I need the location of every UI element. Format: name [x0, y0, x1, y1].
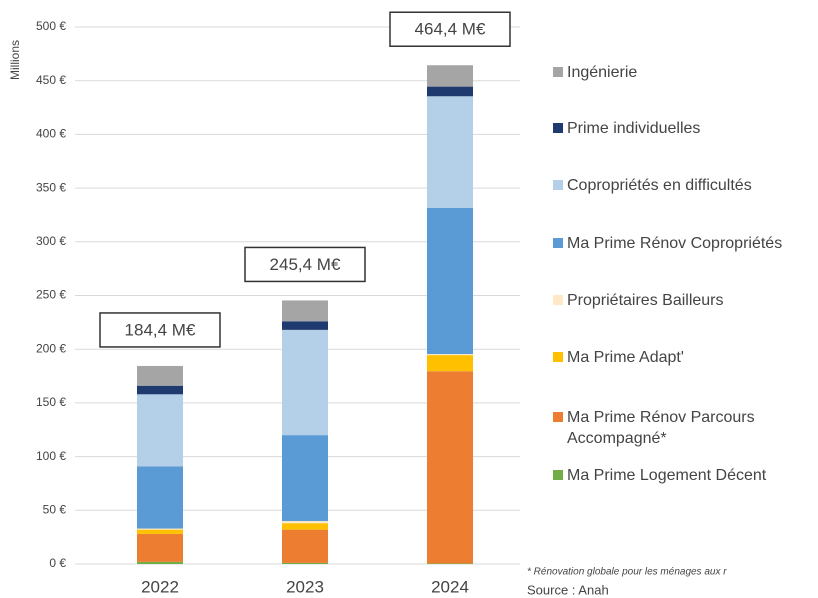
y-tick-label: 250 € — [36, 288, 66, 302]
legend-label: Copropriétés en difficultés — [567, 177, 752, 194]
legend-item: Ingénierie — [553, 62, 815, 83]
bar-segment — [282, 321, 328, 330]
legend-label: Propriétaires Bailleurs — [567, 292, 724, 309]
bar-segment — [137, 365, 183, 386]
legend-swatch — [553, 352, 563, 362]
bar-segment — [427, 65, 473, 87]
bar-segment — [282, 562, 328, 564]
total-box — [244, 246, 366, 283]
total-label: 184,4 M€ — [125, 320, 196, 339]
x-tick-label: 2023 — [286, 577, 324, 596]
y-tick-label: 400 € — [36, 127, 66, 141]
legend-swatch — [553, 470, 563, 480]
y-axis-label: Millions — [8, 40, 22, 80]
bar-segment — [137, 394, 183, 467]
bar-segment — [427, 207, 473, 355]
bar-segment — [427, 563, 473, 564]
bar-segment — [282, 329, 328, 436]
legend-item: Copropriétés en difficultés — [553, 175, 815, 196]
bar-segment — [137, 533, 183, 562]
legend-label: Prime individuelles — [567, 120, 701, 137]
bar-segment — [427, 86, 473, 97]
legend-swatch — [553, 180, 563, 190]
source: Source : Anah — [527, 582, 609, 597]
legend-item: Prime individuelles — [553, 118, 815, 139]
y-tick-label: 50 € — [43, 502, 67, 516]
y-tick-label: 300 € — [36, 234, 66, 248]
y-tick-label: 0 € — [49, 556, 66, 570]
bar-segment — [137, 561, 183, 564]
bar-segment — [282, 435, 328, 522]
legend-swatch — [553, 238, 563, 248]
legend-swatch — [553, 295, 563, 305]
legend-item: Propriétaires Bailleurs — [553, 290, 815, 311]
x-tick-label: 2022 — [141, 577, 179, 596]
legend-label: Ma Prime Rénov Copropriétés — [567, 235, 783, 252]
legend-label: Ma Prime Logement Décent — [567, 467, 767, 484]
bar-segment — [137, 466, 183, 529]
bar-segment — [282, 529, 328, 563]
legend-swatch — [553, 123, 563, 133]
x-tick-label: 2024 — [431, 577, 469, 596]
legend-swatch — [553, 67, 563, 77]
bar-segment — [137, 529, 183, 534]
footnote: * Rénovation globale pour les ménages au… — [527, 567, 727, 578]
bar-segment — [427, 354, 473, 356]
total-label: 464,4 M€ — [415, 20, 486, 39]
total-label: 245,4 M€ — [270, 255, 341, 274]
bar-segment — [137, 385, 183, 395]
y-tick-label: 500 € — [36, 19, 66, 33]
y-tick-label: 200 € — [36, 341, 66, 355]
legend-item: Ma Prime Logement Décent — [553, 465, 815, 486]
bar-segment — [282, 521, 328, 524]
bar-segment — [282, 523, 328, 530]
total-box — [389, 11, 511, 47]
legend-label: Ma Prime Rénov Parcours Accompagné* — [567, 409, 755, 447]
legend-label: Ma Prime Adapt' — [567, 349, 684, 366]
legend-item: Ma Prime Rénov Copropriétés — [553, 233, 815, 254]
bar-segment — [137, 528, 183, 530]
legend-item: Ma Prime Rénov Parcours Accompagné* — [553, 407, 815, 449]
y-tick-label: 350 € — [36, 180, 66, 194]
y-tick-label: 450 € — [36, 73, 66, 87]
bar-segment — [427, 96, 473, 208]
y-tick-label: 150 € — [36, 395, 66, 409]
bar-segment — [282, 300, 328, 322]
total-box — [99, 312, 221, 348]
legend-item: Ma Prime Adapt' — [553, 347, 815, 368]
bar-segment — [427, 355, 473, 372]
bar-segment — [427, 371, 473, 564]
legend-label: Ingénierie — [567, 64, 638, 81]
y-tick-label: 100 € — [36, 449, 66, 463]
legend-swatch — [553, 412, 563, 422]
